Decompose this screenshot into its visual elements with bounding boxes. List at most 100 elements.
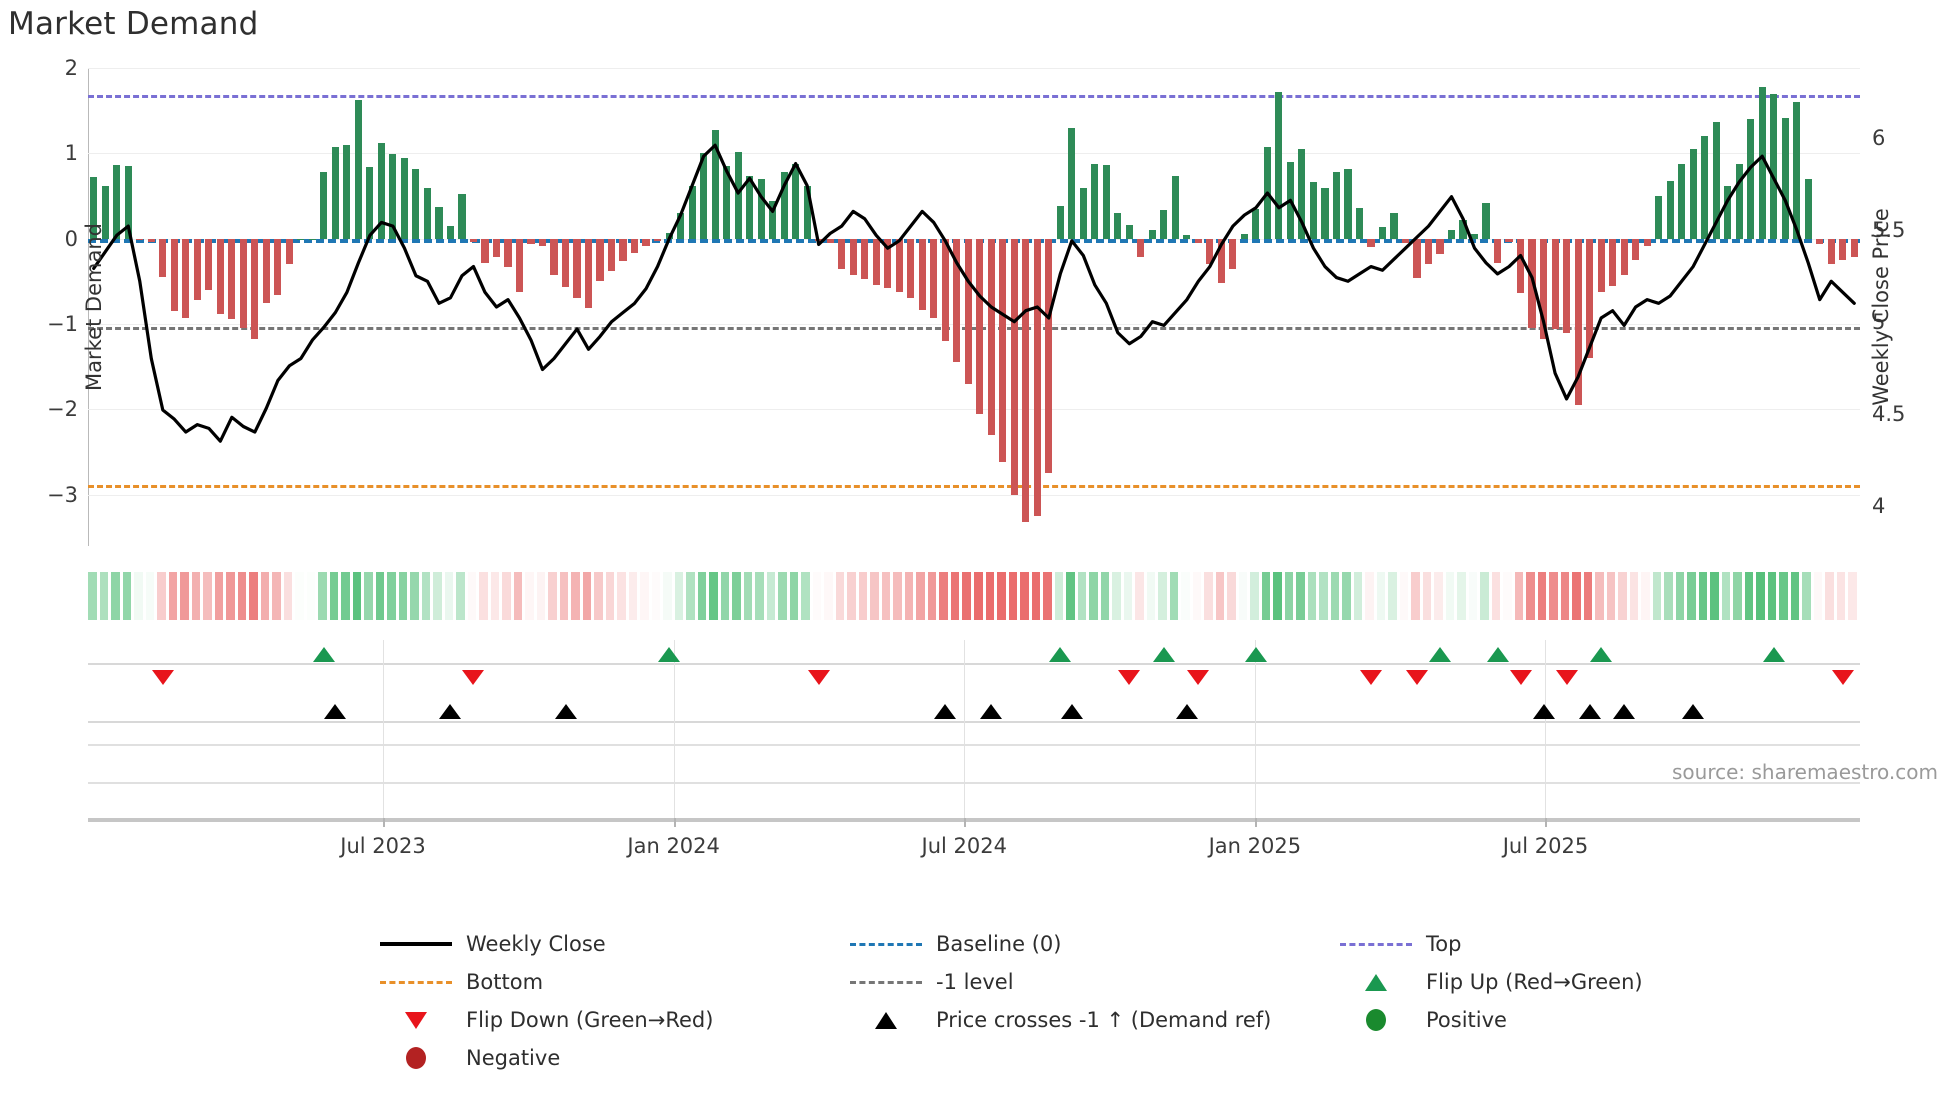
- x-axis-tick-mark: [1254, 818, 1257, 827]
- legend-positive[interactable]: Positive: [1340, 1008, 1670, 1032]
- heatmap-cell: [1560, 572, 1570, 620]
- demand-bar: [389, 154, 397, 239]
- demand-bar: [884, 238, 892, 289]
- demand-bar: [228, 238, 236, 319]
- heatmap-cell: [1273, 572, 1282, 620]
- demand-bar: [1655, 196, 1663, 239]
- legend-weekly-close[interactable]: Weekly Close: [380, 932, 850, 956]
- demand-bar: [1068, 127, 1076, 239]
- heatmap-cell: [801, 572, 810, 620]
- heatmap-cell: [134, 572, 143, 620]
- demand-bar: [999, 238, 1007, 463]
- heatmap-cell: [1031, 572, 1041, 620]
- demand-bar: [1678, 163, 1686, 239]
- heatmap-cell: [1365, 572, 1374, 620]
- legend-triangle-up-icon: [875, 1011, 897, 1029]
- demand-bar: [1735, 163, 1743, 239]
- demand-bar: [170, 238, 178, 312]
- heatmap-cell: [1825, 572, 1834, 620]
- heatmap-cell: [709, 572, 718, 620]
- demand-bar: [964, 238, 972, 384]
- heatmap-cell: [893, 572, 902, 620]
- heatmap-cell: [157, 572, 166, 620]
- demand-bar: [1010, 238, 1018, 495]
- flip-down-marker: [1831, 670, 1854, 685]
- heatmap-cell: [536, 572, 546, 620]
- heatmap-cell: [387, 572, 396, 620]
- legend-price-cross[interactable]: Price crosses -1 ↑ (Demand ref): [850, 1008, 1340, 1032]
- y-axis-right-tick-label: 5: [1872, 309, 1886, 334]
- demand-bar: [1516, 238, 1525, 294]
- heatmap-cell: [1802, 572, 1811, 620]
- demand-bar: [1747, 119, 1755, 239]
- heatmap-cell: [1008, 572, 1018, 620]
- legend-negative[interactable]: Negative: [380, 1046, 850, 1070]
- demand-bar: [435, 207, 443, 239]
- demand-bar: [1367, 238, 1375, 248]
- demand-bar: [1125, 225, 1133, 239]
- heatmap-cell: [180, 572, 189, 620]
- demand-bar: [423, 187, 431, 239]
- legend-swatch: [850, 934, 922, 954]
- demand-bar: [1540, 238, 1548, 340]
- legend-label: -1 level: [936, 970, 1014, 994]
- y-axis-left-tick-label: 1: [64, 141, 78, 166]
- demand-bar: [1206, 238, 1214, 265]
- legend-label: Flip Down (Green→Red): [466, 1008, 714, 1032]
- legend-dashed-line-icon: [1340, 942, 1412, 946]
- flip-down-marker: [1118, 670, 1141, 685]
- heatmap-cell: [1687, 572, 1696, 620]
- demand-bar: [262, 238, 270, 303]
- price-cross-marker: [1060, 704, 1083, 719]
- demand-bar: [1493, 238, 1502, 263]
- y-axis-left-tick-label: 0: [64, 226, 78, 251]
- heatmap-cell: [651, 572, 661, 620]
- legend-flip-down[interactable]: Flip Down (Green→Red): [380, 1008, 850, 1032]
- main-plot-area: 2 1 0 −1 −2 −3 6 5.5 5 4.5 4 Market Demand Weekly…: [47, 56, 1905, 546]
- demand-bar: [354, 99, 362, 239]
- demand-bar: [251, 238, 259, 340]
- demand-bar: [1574, 238, 1582, 406]
- heatmap-cell: [1043, 572, 1052, 620]
- price-cross-marker: [1175, 704, 1198, 719]
- heatmap-cell: [1215, 572, 1225, 620]
- legend-label: Baseline (0): [936, 932, 1062, 956]
- heatmap-cell: [1445, 572, 1455, 620]
- demand-bar: [458, 194, 466, 239]
- gridline: [88, 409, 1860, 411]
- heatmap-cell: [1146, 572, 1156, 620]
- flip-up-marker: [1244, 647, 1267, 662]
- heatmap-cell: [1710, 572, 1719, 620]
- flip-up-marker: [1429, 647, 1451, 662]
- heatmap-cell: [594, 572, 603, 620]
- y-axis-right-tick-label: 5.5: [1872, 217, 1906, 242]
- legend-swatch: [380, 1047, 452, 1069]
- legend-label: Price crosses -1 ↑ (Demand ref): [936, 1008, 1272, 1032]
- legend-label: Positive: [1426, 1008, 1507, 1032]
- heatmap-cell: [1744, 572, 1754, 620]
- legend-swatch: [380, 1010, 452, 1030]
- flip-down-marker: [1187, 670, 1210, 685]
- legend-baseline[interactable]: Baseline (0): [850, 932, 1340, 956]
- demand-bar: [1022, 238, 1030, 523]
- flip-down-marker: [1406, 670, 1428, 685]
- heatmap-cell: [824, 572, 833, 620]
- demand-bar: [976, 238, 984, 414]
- legend-flip-up[interactable]: Flip Up (Red→Green): [1340, 970, 1670, 994]
- demand-bar: [1643, 238, 1651, 247]
- legend-bottom[interactable]: Bottom: [380, 970, 850, 994]
- legend-top[interactable]: Top: [1340, 932, 1670, 956]
- heatmap-cell: [249, 572, 258, 620]
- price-cross-marker: [324, 704, 347, 719]
- heatmap-cell: [214, 572, 224, 620]
- demand-bar: [1275, 91, 1283, 239]
- heatmap-cell: [617, 572, 626, 620]
- demand-bar: [849, 238, 857, 276]
- heatmap-cell: [605, 572, 615, 620]
- demand-bar: [1816, 238, 1824, 244]
- demand-bar: [1793, 102, 1801, 239]
- marker-row-rule: [88, 721, 1860, 723]
- legend-minus-one[interactable]: -1 level: [850, 970, 1340, 994]
- heatmap-cell: [88, 572, 97, 620]
- gridline: [88, 153, 1860, 155]
